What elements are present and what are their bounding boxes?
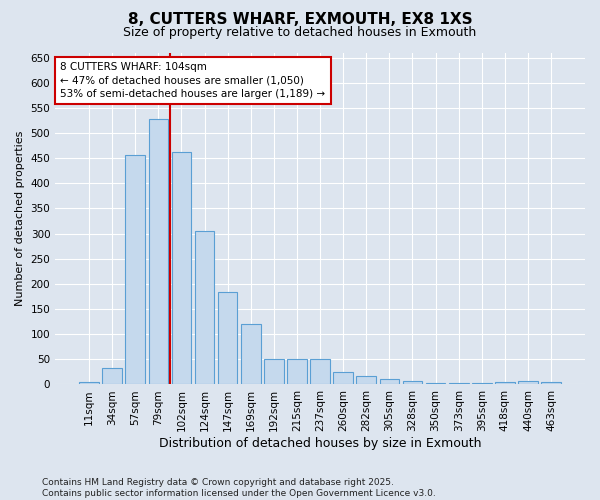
Bar	[518, 381, 538, 384]
Y-axis label: Number of detached properties: Number of detached properties	[15, 131, 25, 306]
Bar	[149, 120, 168, 384]
Bar	[310, 360, 330, 384]
Text: 8 CUTTERS WHARF: 104sqm
← 47% of detached houses are smaller (1,050)
53% of semi: 8 CUTTERS WHARF: 104sqm ← 47% of detache…	[61, 62, 326, 99]
Bar	[195, 231, 214, 384]
Bar	[287, 360, 307, 384]
Bar	[380, 380, 399, 384]
Bar	[125, 154, 145, 384]
X-axis label: Distribution of detached houses by size in Exmouth: Distribution of detached houses by size …	[159, 437, 481, 450]
Bar	[103, 368, 122, 384]
Bar	[172, 152, 191, 384]
Bar	[264, 360, 284, 384]
Text: Size of property relative to detached houses in Exmouth: Size of property relative to detached ho…	[124, 26, 476, 39]
Text: Contains HM Land Registry data © Crown copyright and database right 2025.
Contai: Contains HM Land Registry data © Crown c…	[42, 478, 436, 498]
Bar	[495, 382, 515, 384]
Text: 8, CUTTERS WHARF, EXMOUTH, EX8 1XS: 8, CUTTERS WHARF, EXMOUTH, EX8 1XS	[128, 12, 472, 28]
Bar	[218, 292, 238, 384]
Bar	[356, 376, 376, 384]
Bar	[541, 382, 561, 384]
Bar	[241, 324, 260, 384]
Bar	[79, 382, 99, 384]
Bar	[403, 381, 422, 384]
Bar	[334, 372, 353, 384]
